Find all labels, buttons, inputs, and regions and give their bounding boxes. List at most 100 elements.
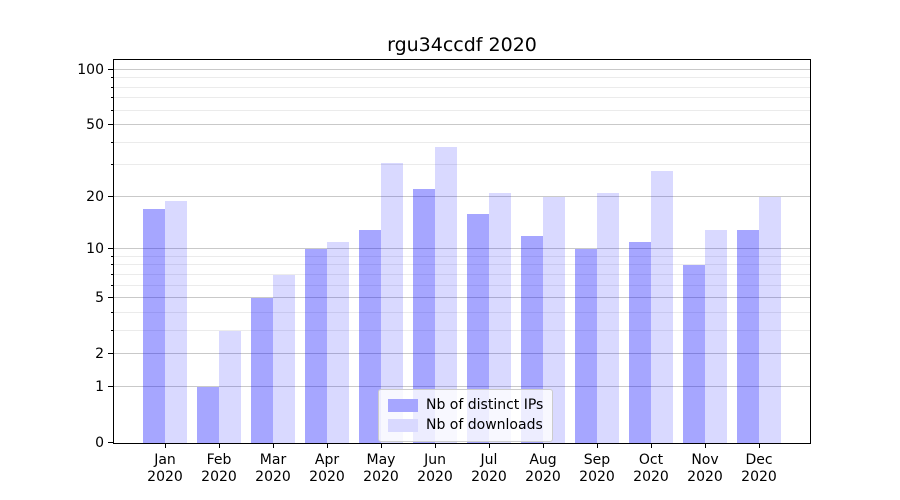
- bar-downloads: [705, 229, 727, 443]
- x-tick-year: 2020: [471, 469, 507, 485]
- y-tick-label: 5: [95, 290, 104, 307]
- bar-distinct-ips: [683, 265, 705, 443]
- y-tick-label: 0: [95, 435, 104, 451]
- bar-distinct-ips: [305, 249, 327, 443]
- x-tick-label: Mar 2020: [241, 452, 305, 486]
- y-axis-minor-tick: [111, 273, 114, 275]
- x-axis-tick: [435, 443, 436, 448]
- x-tick-month: Mar: [259, 452, 287, 468]
- bar-distinct-ips: [143, 209, 165, 443]
- x-tick-month: Jan: [154, 452, 176, 468]
- bar-downloads: [543, 196, 565, 443]
- y-tick-label: 10: [86, 241, 104, 258]
- gridline-major: [114, 124, 810, 125]
- gridline-minor: [114, 86, 810, 88]
- y-tick-label: 1: [95, 378, 104, 395]
- bar-downloads: [327, 242, 349, 443]
- gridline-minor: [114, 311, 810, 313]
- x-tick-label: Jul 2020: [457, 452, 521, 486]
- y-axis-minor-tick: [111, 329, 114, 331]
- x-tick-month: Feb: [206, 452, 232, 468]
- gridline-major: [114, 248, 810, 250]
- x-axis-tick: [543, 443, 544, 448]
- y-axis-minor-tick: [111, 255, 114, 257]
- gridline-minor: [114, 284, 810, 286]
- x-tick-label: Oct 2020: [619, 452, 683, 486]
- y-axis-tick: [108, 385, 114, 387]
- y-axis-minor-tick: [111, 284, 114, 286]
- y-axis-tick: [108, 248, 114, 250]
- plot-area: 0 1 2 5 10 20 50 100 Jan 2020 Feb 2020 Mar 2020 Apr 202…: [77, 59, 811, 485]
- gridline-minor: [114, 329, 810, 331]
- x-tick-month: May: [366, 452, 396, 468]
- y-tick-label: 100: [77, 61, 104, 78]
- bar-downloads: [435, 146, 457, 443]
- x-axis-tick: [759, 443, 760, 448]
- bar-downloads: [273, 274, 295, 443]
- x-tick-month: Apr: [314, 452, 340, 468]
- x-tick-label: Dec 2020: [727, 452, 791, 486]
- x-tick-month: Dec: [745, 452, 773, 468]
- y-axis-minor-tick: [111, 264, 114, 266]
- x-tick-year: 2020: [201, 469, 237, 485]
- gridline-minor: [114, 77, 810, 79]
- legend-swatch: [388, 399, 418, 412]
- x-tick-label: May 2020: [349, 452, 413, 486]
- x-tick-month: Aug: [529, 452, 557, 468]
- x-tick-year: 2020: [147, 469, 183, 485]
- bar-downloads: [219, 330, 241, 443]
- legend-row: Nb of distinct IPs: [388, 397, 543, 414]
- gridline-minor: [114, 164, 810, 166]
- y-axis-tick: [108, 68, 114, 70]
- gridline-minor: [114, 109, 810, 111]
- x-tick-month: Oct: [638, 452, 664, 468]
- legend-label: Nb of distinct IPs: [426, 397, 544, 413]
- y-tick-label: 2: [95, 346, 104, 363]
- y-axis-tick: [108, 353, 114, 355]
- bar-distinct-ips: [737, 229, 759, 443]
- x-tick-month: Jul: [480, 452, 498, 468]
- x-tick-year: 2020: [633, 469, 669, 485]
- bar-distinct-ips: [629, 242, 651, 443]
- x-tick-label: Nov 2020: [673, 452, 737, 486]
- chart-title: rgu34ccdf 2020: [387, 34, 537, 56]
- gridline-major: [114, 195, 810, 197]
- bar-distinct-ips: [359, 229, 381, 443]
- x-axis-tick: [273, 443, 274, 448]
- y-axis-minor-tick: [111, 86, 114, 88]
- x-tick-month: Nov: [691, 452, 719, 468]
- x-axis-tick: [651, 443, 652, 448]
- y-axis-tick: [108, 297, 114, 299]
- x-axis-tick: [705, 443, 706, 448]
- x-tick-label: Jun 2020: [403, 452, 467, 486]
- y-axis-tick: [108, 124, 114, 125]
- legend-label: Nb of downloads: [426, 417, 543, 433]
- y-tick-label: 20: [86, 188, 104, 205]
- y-axis-minor-tick: [111, 141, 114, 143]
- x-axis-tick: [219, 443, 220, 448]
- gridline-major: [114, 385, 810, 387]
- y-tick-label: 50: [86, 117, 104, 133]
- bar-downloads: [489, 193, 511, 443]
- bar-downloads: [759, 196, 781, 443]
- bar-downloads: [597, 193, 619, 443]
- x-tick-month: Sep: [583, 452, 611, 468]
- legend-swatch: [388, 419, 418, 432]
- y-axis-minor-tick: [111, 164, 114, 166]
- x-tick-year: 2020: [579, 469, 615, 485]
- x-tick-label: Feb 2020: [187, 452, 251, 486]
- x-tick-year: 2020: [309, 469, 345, 485]
- x-axis-tick: [381, 443, 382, 448]
- x-tick-label: Sep 2020: [565, 452, 629, 486]
- gridline-major: [114, 297, 810, 299]
- bar-downloads: [651, 170, 673, 443]
- x-tick-year: 2020: [363, 469, 399, 485]
- bar-distinct-ips: [251, 298, 273, 443]
- x-axis-tick: [165, 443, 166, 448]
- x-tick-year: 2020: [687, 469, 723, 485]
- bar-distinct-ips: [575, 249, 597, 443]
- bar-distinct-ips: [467, 213, 489, 443]
- y-axis-tick: [108, 442, 114, 443]
- bar-distinct-ips: [413, 189, 435, 443]
